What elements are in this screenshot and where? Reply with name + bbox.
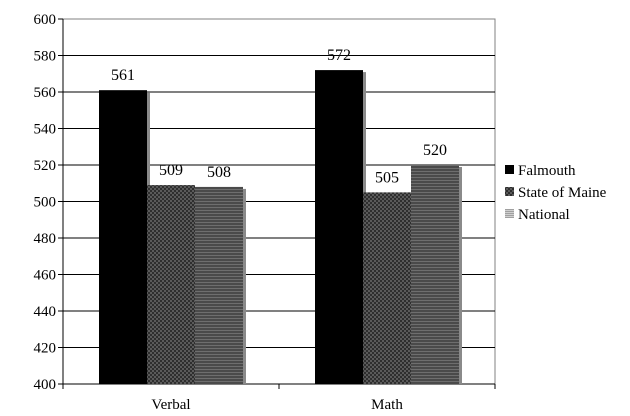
legend-label: Falmouth <box>518 163 576 179</box>
data-label: 505 <box>375 169 399 186</box>
plot-area: 400 420 440 460 480 500 520 540 560 580 600 561 509 5… <box>34 12 496 413</box>
y-tick-label: 540 <box>34 122 57 138</box>
x-category-label: Verbal <box>151 397 190 413</box>
y-tick-label: 580 <box>34 49 57 65</box>
data-label: 572 <box>327 47 351 64</box>
chart-legend: Falmouth State of Maine National <box>505 163 607 223</box>
data-label: 520 <box>423 142 447 159</box>
bar-falmouth-math <box>315 70 363 384</box>
y-tick-label: 520 <box>34 158 57 174</box>
legend-swatch <box>505 187 514 196</box>
bar-shadow <box>243 188 246 384</box>
legend-swatch <box>505 165 514 174</box>
bar-national-verbal <box>195 186 243 384</box>
y-tick-label: 500 <box>34 195 57 211</box>
legend-label: State of Maine <box>518 185 607 201</box>
data-label: 509 <box>159 162 183 179</box>
y-tick-label: 460 <box>34 268 57 284</box>
bar-shadow <box>459 167 462 384</box>
legend-label: National <box>518 207 570 223</box>
y-tick-label: 480 <box>34 231 57 247</box>
y-tick-label: 560 <box>34 85 57 101</box>
y-tick-label: 600 <box>34 12 57 28</box>
data-label: 561 <box>111 67 135 84</box>
legend-swatch <box>505 209 514 218</box>
bar-falmouth-verbal <box>99 90 147 385</box>
data-label: 508 <box>207 164 231 181</box>
bar-state-of-maine-math <box>363 192 411 384</box>
y-tick-label: 420 <box>34 341 57 357</box>
y-tick-label: 400 <box>34 377 57 393</box>
bar-national-math <box>411 165 459 384</box>
x-category-label: Math <box>371 397 403 413</box>
y-tick-label: 440 <box>34 304 57 320</box>
bar-state-of-maine-verbal <box>147 185 195 384</box>
